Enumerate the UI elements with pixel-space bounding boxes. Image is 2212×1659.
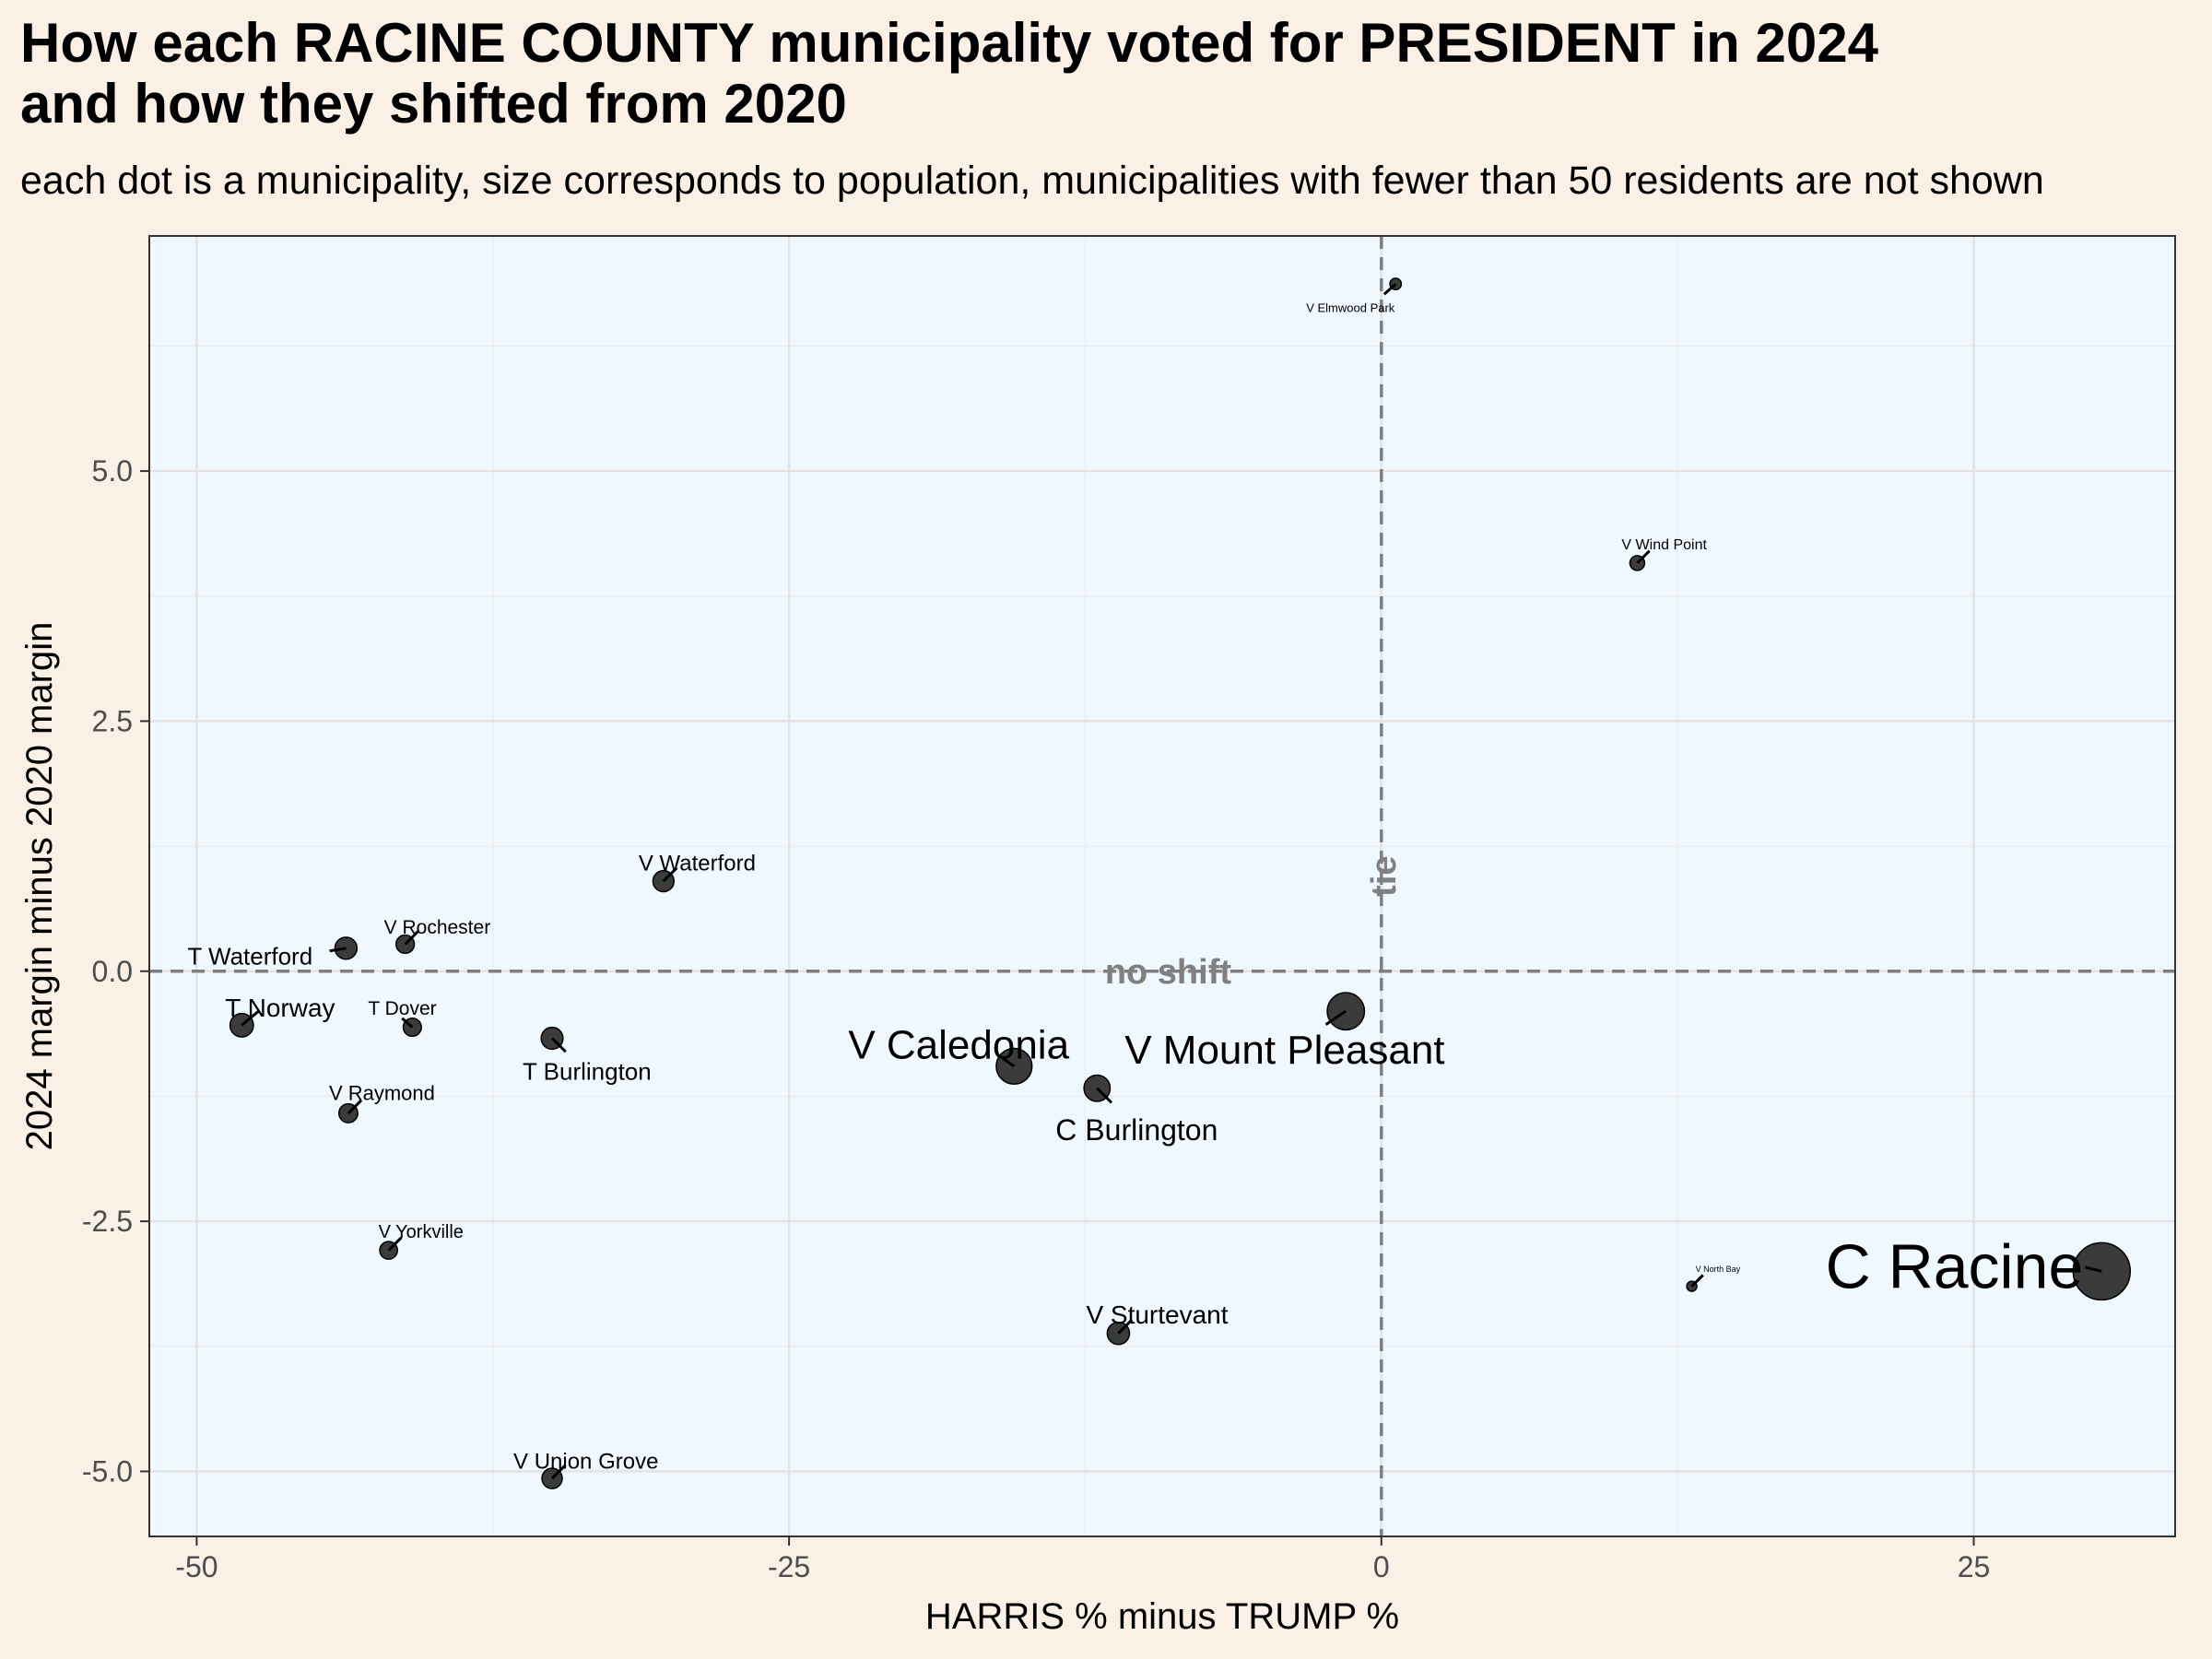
label-segment-v-north-bay [1690,1274,1704,1288]
label-v-rochester: V Rochester [384,917,491,938]
label-t-burlington: T Burlington [523,1057,652,1085]
label-v-sturtevant: V Sturtevant [1086,1300,1228,1329]
label-v-elmwood-park: V Elmwood Park [1306,301,1395,315]
label-v-north-bay: V North Bay [1696,1265,1741,1274]
label-segment-v-caledonia [996,1053,1016,1068]
y-axis-title: 2024 margin minus 2020 margin [19,622,60,1151]
y-tick-label: 0.0 [92,955,133,988]
label-v-caledonia: V Caledonia [848,1022,1069,1067]
label-segment-v-raymond [347,1099,363,1114]
label-segment-v-rochester [404,930,419,946]
label-t-norway: T Norway [225,994,335,1022]
chart-subtitle: each dot is a municipality, size corresp… [20,159,2044,203]
label-segment-v-waterford [662,866,678,883]
label-segment-v-wind-point [1636,549,1651,564]
label-segment-t-burlington [550,1037,567,1053]
label-v-yorkville: V Yorkville [379,1222,464,1242]
grid-lines [149,236,2175,1536]
title-line: and how they shifted from 2020 [20,73,847,135]
label-segment-t-dover [401,1017,414,1029]
label-c-burlington: C Burlington [1055,1113,1218,1147]
x-axis-title: HARRIS % minus TRUMP % [925,1596,1399,1637]
axes: -50 -25 0 25 -5.0 -2.5 0.0 2.5 5.0 HARRIS % minus… [19,454,1990,1637]
plot-border [148,235,2176,1537]
label-t-waterford: T Waterford [187,943,312,971]
chart-title: How each RACINE COUNTY municipality vote… [20,13,2195,135]
x-tick-label: 25 [1958,1550,1991,1583]
y-tick-label: 5.0 [92,454,133,488]
x-tick-label: -25 [768,1550,810,1583]
label-t-dover: T Dover [368,998,436,1019]
point-labels: C Racine V Mount Pleasant V Caledonia C Bur… [187,282,2102,1480]
label-segment-v-union-grove [550,1464,567,1480]
label-v-waterford: V Waterford [639,851,756,876]
label-segment-v-yorkville [387,1236,403,1252]
y-tick-label: -5.0 [82,1454,133,1488]
title-line: How each RACINE COUNTY municipality vote… [20,12,1878,74]
x-tick-label: 0 [1373,1550,1390,1583]
label-segment-v-sturtevant [1117,1318,1134,1335]
label-segment-v-mount-pleasant [1324,1009,1347,1026]
reference-lines: no shift tie [149,236,2175,1536]
plot-panel [149,236,2175,1536]
label-segment-t-waterford [329,947,347,953]
label-c-racine: C Racine [1826,1231,2084,1301]
label-v-union-grove: V Union Grove [513,1449,658,1474]
tie-label: tie [1365,855,1404,896]
label-segment-c-racine [2085,1265,2102,1273]
no-shift-label: no shift [1105,953,1232,992]
y-tick-label: 2.5 [92,704,133,737]
x-tick-label: -50 [175,1550,218,1583]
label-segment-c-burlington [1096,1087,1113,1104]
label-v-mount-pleasant: V Mount Pleasant [1124,1028,1444,1073]
label-segment-t-norway [241,1010,260,1027]
y-tick-label: -2.5 [82,1205,133,1238]
label-v-wind-point: V Wind Point [1621,537,1707,553]
label-v-raymond: V Raymond [329,1082,435,1105]
label-segment-v-elmwood-park [1382,282,1397,296]
